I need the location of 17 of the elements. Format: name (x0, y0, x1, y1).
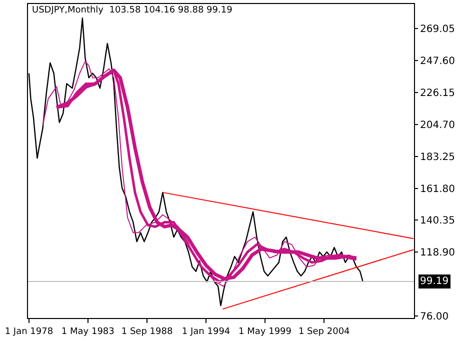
y-tick-label: 247.60 (420, 56, 455, 67)
x-tick-label: 1 Sep 1988 (121, 326, 173, 337)
x-tick-label: 1 Sep 2004 (298, 326, 350, 337)
ref-line-label: 99.19 (420, 276, 449, 287)
y-tick-label: 161.80 (420, 184, 455, 195)
y-tick-label: 269.05 (420, 24, 455, 35)
chart-title: USDJPY,Monthly 103.58 104.16 98.88 99.19 (32, 5, 233, 16)
x-tick-label: 1 May 1999 (238, 326, 292, 337)
x-tick-label: 1 May 1983 (61, 326, 114, 337)
x-tick-label: 1 Jan 1978 (4, 326, 54, 337)
y-tick-label: 140.35 (420, 216, 455, 227)
x-tick-label: 1 Jan 1994 (182, 326, 230, 337)
y-tick-label: 226.15 (420, 88, 455, 99)
y-tick-label: 76.00 (420, 312, 449, 323)
y-tick-label: 204.70 (420, 120, 455, 131)
y-tick-label: 183.25 (420, 152, 455, 163)
y-tick-label: 118.90 (420, 248, 455, 259)
